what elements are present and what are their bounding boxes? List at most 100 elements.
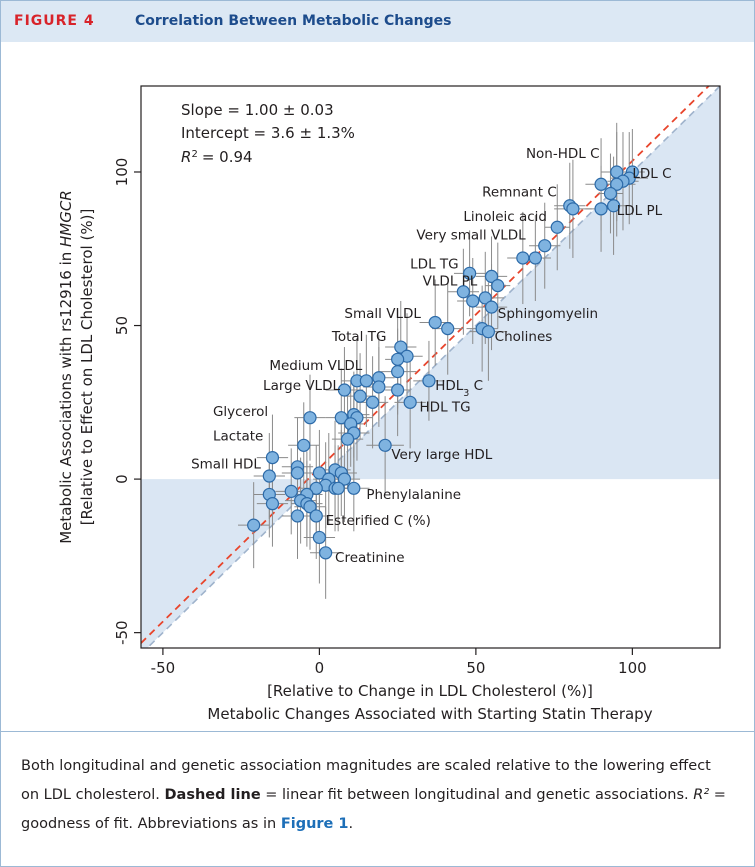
point-label: HDL3 C [435,378,483,399]
data-point [391,383,405,397]
hdl3-subscript: 3 [463,388,469,399]
data-point [456,285,470,299]
figure-caption: Both longitudinal and genetic associatio… [21,752,733,839]
point-label: Medium VLDL [269,358,362,374]
r2-value: = 0.94 [202,148,253,166]
data-point [491,279,505,293]
r2-superscript: 2 [191,149,197,160]
data-point [353,389,367,403]
plot-border [140,85,721,649]
data-point [484,300,499,314]
point-label: Esterified C (%) [326,513,431,529]
stats-box: Slope = 1.00 ± 0.03 Intercept = 3.6 ± 1.… [181,101,355,166]
data-point [403,395,417,409]
data-point [372,380,386,394]
data-point [347,481,361,495]
point-label: LDL PL [617,203,663,219]
x-tick-label: 50 [466,659,485,677]
data-point [394,340,408,354]
caption-part3: = goodness of fit. Abbreviations as in [21,787,726,832]
data-point [262,469,276,483]
caption-r2: R² [693,787,710,803]
x-tick-label: 0 [315,659,325,677]
x-tick-label: 100 [618,659,647,677]
data-point [594,177,608,191]
caption-bold: Dashed line [164,787,261,803]
point-label: Small HDL [191,456,261,472]
point-label: Sphingomyelin [498,306,598,322]
point-label: HDL TG [420,400,471,416]
data-point [478,291,492,305]
slope-text: Slope = 1.00 ± 0.03 [181,101,334,119]
data-point [309,509,323,523]
y-tick-label: 50 [113,316,131,335]
x-axis-label-line1: [Relative to Change in LDL Cholesterol (… [267,682,593,700]
point-label: Large VLDL [263,378,340,394]
y-axis-label-line2: [Relative to Effect on LDL Cholesterol (… [78,209,96,526]
y-label-gene: HMGCR [57,190,75,247]
point-label: Cholines [495,329,553,345]
x-tick-label: -50 [151,659,176,677]
point-label: Total TG [331,329,387,345]
data-point [594,202,608,216]
data-point [610,177,624,191]
caption-divider [1,731,754,732]
data-point [312,466,326,480]
data-point [312,530,326,545]
data-point [550,220,564,234]
point-label: LDL C [632,166,671,182]
data-point [309,481,323,495]
data-point [303,411,317,425]
figure-header: FIGURE 4 Correlation Between Metabolic C… [1,1,754,42]
point-label: Very large HDL [391,447,492,463]
data-point [334,411,348,425]
caption-part2: = linear fit between longitudinal and ge… [265,787,689,803]
point-label: Small VLDL [344,306,421,322]
scatter-chart: Non-HDL C LDL C Remnant C LDL PL Linoleic ac… [57,85,721,723]
axes: -50 0 50 100 -50 0 50 100 [113,158,647,677]
point-label: VLDL PL [423,274,478,290]
point-label: Non-HDL C [526,146,600,162]
point-label: LDL TG [410,257,458,273]
figure-1-link[interactable]: Figure 1 [280,816,349,832]
point-label: Phenylalanine [366,487,461,503]
data-point [538,239,552,253]
data-point [290,509,305,523]
data-point [528,251,542,265]
data-point [265,450,280,465]
y-axis-label-line1: Metabolic Associations with rs12916 in H… [57,190,75,544]
y-tick-label: 0 [113,474,131,484]
data-point [378,438,392,452]
data-point [319,546,333,560]
data-point [290,466,305,480]
data-point [359,374,373,388]
y-label-prefix: Metabolic Associations with rs12916 in [57,247,75,544]
r2-symbol: R [181,148,191,166]
data-point [516,251,530,265]
data-point [340,432,355,446]
data-point [247,518,261,532]
data-point [481,325,495,339]
y-axis-label: Metabolic Associations with rs12916 in H… [57,190,96,544]
data-point [566,202,580,216]
intercept-text: Intercept = 3.6 ± 1.3% [181,124,355,142]
r2-text: R2 = 0.94 [181,148,253,166]
plot-area: Non-HDL C LDL C Remnant C LDL PL Linoleic ac… [141,86,720,648]
data-point [337,472,352,486]
shaded-region-lower [141,479,320,648]
data-point [484,269,499,284]
data-point [331,481,345,495]
data-point [284,484,298,498]
x-axis-label-line2: Metabolic Changes Associated with Starti… [207,705,652,723]
data-point [428,315,442,330]
point-label: Linoleic acid [463,209,547,225]
caption-end: . [348,816,354,832]
point-label: Remnant C [482,185,557,201]
data-point [337,383,352,397]
fit-line [141,86,711,644]
data-point [391,365,405,379]
caption-part1: Both longitudinal and genetic associatio… [21,758,711,803]
data-point [441,322,455,336]
data-point [603,186,618,201]
point-label: Creatinine [335,550,404,566]
